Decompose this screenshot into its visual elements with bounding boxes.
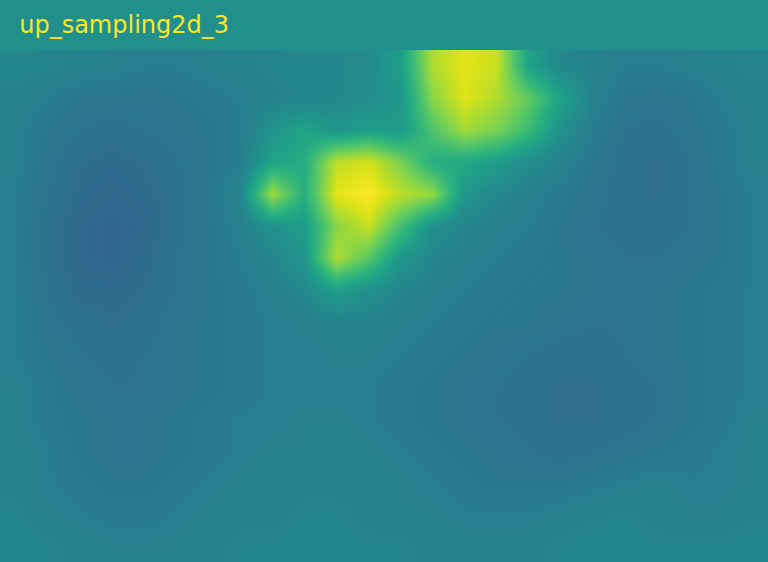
svg-text:up_sampling2d_3: up_sampling2d_3	[19, 11, 229, 39]
